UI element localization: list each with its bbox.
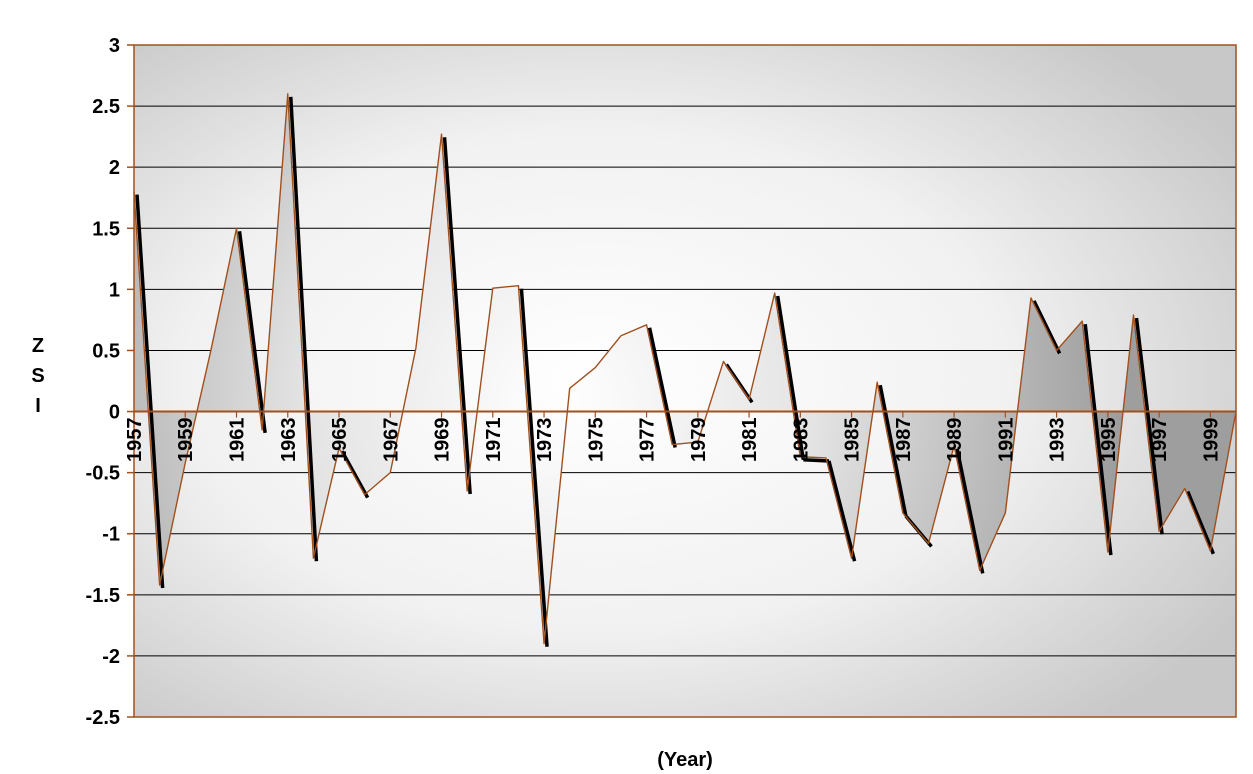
x-tick-label: 1961	[227, 418, 249, 463]
y-tick-label: 3	[109, 35, 120, 57]
x-tick-label: 1981	[739, 418, 761, 463]
y-tick-label: 1.5	[92, 218, 120, 240]
x-tick-label: 1957	[124, 418, 146, 463]
y-axis-title-letter: Z	[32, 335, 44, 357]
x-tick-label: 1967	[380, 418, 402, 463]
y-axis-title-letter: I	[35, 395, 41, 417]
x-tick-label: 1971	[483, 418, 505, 463]
x-tick-label: 1965	[329, 418, 351, 463]
x-tick-label: 1995	[1098, 418, 1120, 463]
x-tick-label: 1997	[1149, 418, 1171, 463]
x-axis-title: (Year)	[657, 749, 713, 771]
y-axis-title-letter: S	[31, 365, 44, 387]
x-tick-label: 1973	[534, 418, 556, 463]
x-tick-label: 1969	[432, 418, 454, 463]
y-tick-label: 0	[109, 402, 120, 424]
x-tick-label: 1993	[1047, 418, 1069, 463]
y-tick-label: -2	[102, 646, 120, 668]
y-tick-label: -1.5	[86, 585, 120, 607]
x-tick-label: 1989	[944, 418, 966, 463]
x-tick-label: 1983	[790, 418, 812, 463]
x-tick-label: 1975	[585, 418, 607, 463]
y-tick-label: -1	[102, 524, 120, 546]
x-tick-label: 1991	[995, 418, 1017, 463]
x-tick-label: 1999	[1200, 418, 1222, 463]
x-tick-label: 1959	[175, 418, 197, 463]
y-tick-label: 1	[109, 279, 120, 301]
plot-area-border	[133, 44, 1237, 718]
x-tick-label: 1985	[842, 418, 864, 463]
y-tick-label: 2.5	[92, 96, 120, 118]
x-tick-label: 1977	[637, 418, 659, 463]
y-tick-label: 2	[109, 157, 120, 179]
series-line	[133, 93, 1237, 645]
y-tick-label: 0.5	[92, 340, 120, 362]
x-tick-label: 1963	[278, 418, 300, 463]
y-tick-label: -2.5	[86, 707, 120, 729]
y-tick-label: -0.5	[86, 463, 120, 485]
x-axis-ticks: 1957 1959 1961 1963 1965 1967 1969 1971 1973 1975…	[124, 411, 1222, 463]
y-axis-ticks: 3 2.5 2 1.5 1 0.5 0 -0.5 -1 -1.5 -2 -2.5	[86, 35, 134, 729]
x-tick-label: 1987	[893, 418, 915, 463]
x-tick-label: 1979	[688, 418, 710, 463]
